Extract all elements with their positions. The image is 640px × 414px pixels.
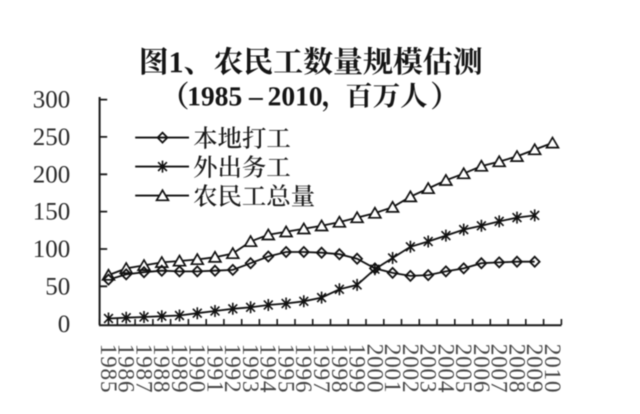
svg-text:2004: 2004 bbox=[432, 344, 458, 393]
svg-text:1985: 1985 bbox=[95, 344, 121, 393]
svg-text:150: 150 bbox=[33, 199, 71, 226]
svg-text:1996: 1996 bbox=[290, 344, 316, 393]
svg-text:1989: 1989 bbox=[166, 344, 192, 393]
svg-text:300: 300 bbox=[33, 87, 71, 114]
svg-text:1991: 1991 bbox=[201, 344, 227, 393]
svg-text:1987: 1987 bbox=[130, 344, 156, 393]
svg-text:100: 100 bbox=[33, 236, 71, 263]
svg-text:2003: 2003 bbox=[415, 344, 441, 393]
svg-text:2007: 2007 bbox=[486, 344, 512, 393]
svg-text:2002: 2002 bbox=[397, 344, 423, 393]
svg-text:2009: 2009 bbox=[521, 344, 547, 393]
svg-text:2006: 2006 bbox=[468, 344, 494, 393]
svg-text:50: 50 bbox=[45, 273, 70, 300]
svg-text:0: 0 bbox=[58, 311, 71, 338]
svg-text:1999: 1999 bbox=[344, 344, 370, 393]
svg-text:2000: 2000 bbox=[361, 344, 387, 393]
svg-text:200: 200 bbox=[33, 161, 71, 188]
svg-text:1995: 1995 bbox=[273, 344, 299, 393]
svg-text:2005: 2005 bbox=[450, 344, 476, 393]
svg-text:1998: 1998 bbox=[326, 344, 352, 393]
svg-text:250: 250 bbox=[33, 124, 71, 151]
svg-text:1993: 1993 bbox=[237, 344, 263, 393]
svg-text:1994: 1994 bbox=[255, 344, 281, 393]
svg-text:2001: 2001 bbox=[379, 344, 405, 393]
svg-text:1997: 1997 bbox=[308, 344, 334, 393]
svg-text:1988: 1988 bbox=[148, 344, 174, 393]
svg-text:2008: 2008 bbox=[503, 344, 529, 393]
svg-text:1992: 1992 bbox=[219, 344, 245, 393]
svg-text:2010: 2010 bbox=[539, 344, 565, 393]
svg-text:1990: 1990 bbox=[184, 344, 210, 393]
svg-text:1986: 1986 bbox=[113, 344, 139, 393]
